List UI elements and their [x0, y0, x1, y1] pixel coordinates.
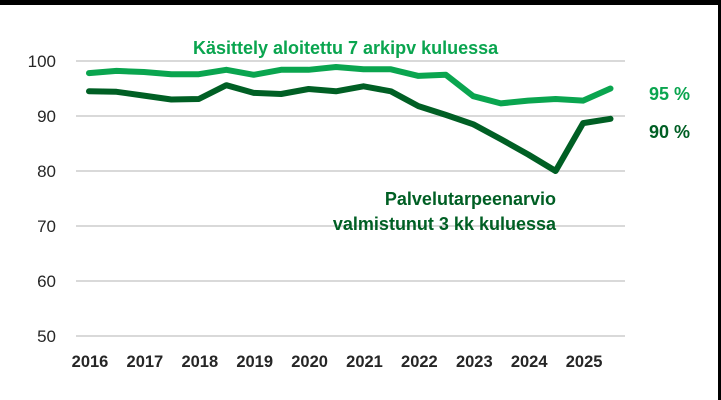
x-tick-label: 2023 — [456, 353, 493, 371]
series-lines — [86, 64, 614, 174]
x-tick-label: 2020 — [291, 353, 328, 371]
x-tick-label: 2022 — [401, 353, 438, 371]
y-tick-label: 50 — [37, 327, 56, 346]
y-axis-ticks: 100 90 80 70 60 50 — [28, 52, 56, 346]
top-border — [0, 0, 721, 5]
x-tick-label: 2019 — [236, 353, 273, 371]
series-b-annotation-line2: valmistunut 3 kk kuluessa — [333, 214, 557, 234]
y-tick-label: 70 — [37, 217, 56, 236]
x-axis-ticks: 2016 2017 2018 2019 2020 2021 2022 2023 2024 2025 — [72, 353, 603, 371]
series-a-end-label: 95 % — [649, 84, 690, 104]
series-b-end-label: 90 % — [649, 122, 690, 142]
right-border — [718, 0, 721, 400]
series-b-annotation-line1: Palvelutarpeenarvio — [385, 189, 556, 209]
x-tick-label: 2017 — [127, 353, 164, 371]
gridlines — [76, 60, 625, 337]
x-tick-label: 2025 — [566, 353, 603, 371]
y-tick-label: 90 — [37, 107, 56, 126]
y-tick-label: 80 — [37, 162, 56, 181]
series-a-annotation: Käsittely aloitettu 7 arkipv kuluessa — [193, 38, 499, 58]
y-tick-label: 100 — [28, 52, 56, 71]
x-tick-label: 2018 — [181, 353, 218, 371]
y-tick-label: 60 — [37, 272, 56, 291]
series-b-line — [86, 82, 614, 174]
x-tick-label: 2016 — [72, 353, 109, 371]
x-tick-label: 2021 — [346, 353, 383, 371]
x-tick-label: 2024 — [511, 353, 549, 371]
series-a-line — [86, 64, 614, 107]
